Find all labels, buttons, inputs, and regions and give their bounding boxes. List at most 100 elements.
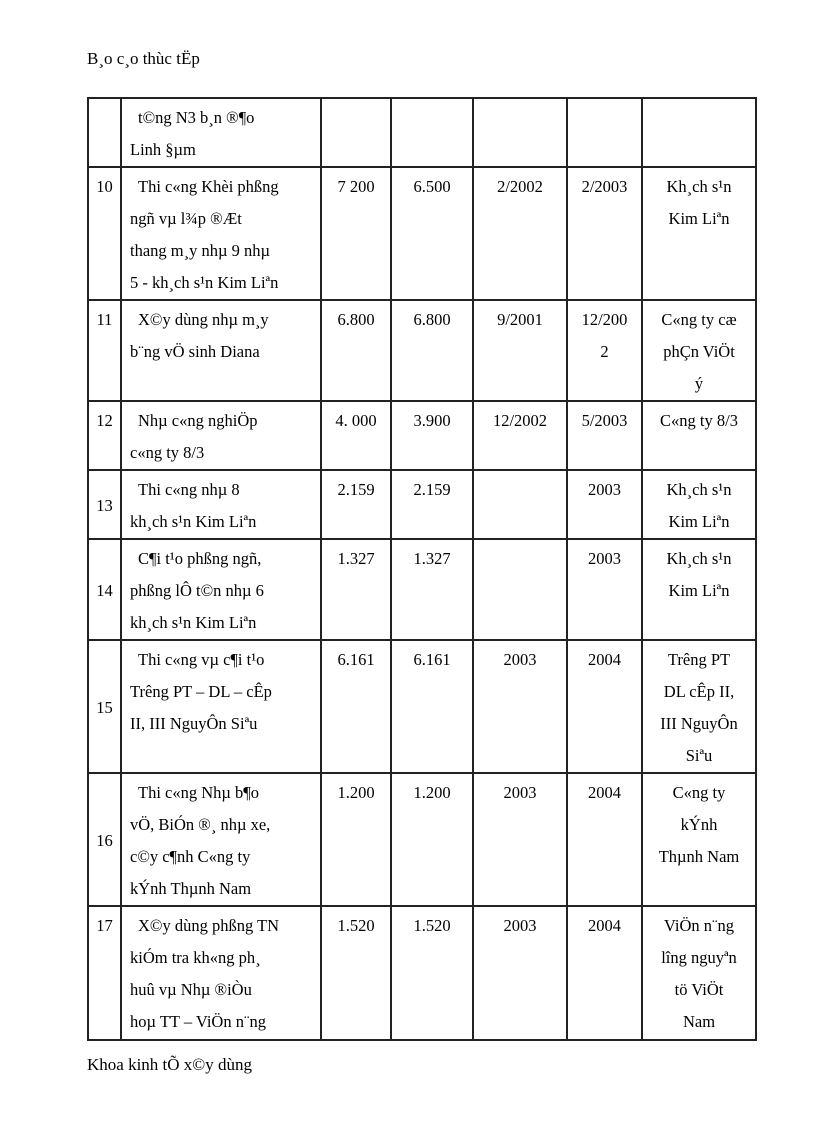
cell-owner-line: DL cÊp II, (663, 682, 735, 701)
cell-owner-line: Thµnh Nam (658, 847, 740, 866)
cell-description-line: c«ng ty 8/3 (130, 443, 205, 462)
cell-value-2-line: 1.327 (413, 549, 451, 568)
cell-owner: ViÖn n¨ng l­îng nguyªn tö ViÖt Nam (641, 905, 757, 1041)
cell-owner-line: Nam (682, 1012, 716, 1031)
cell-start-line: 2003 (503, 916, 537, 935)
cell-owner: Kh¸ch s¹n Kim Liªn (641, 469, 757, 540)
cell-owner-line: Kh¸ch s¹n (666, 177, 732, 196)
cell-value-1-line: 2.159 (337, 480, 375, 499)
cell-owner-line: kÝnh (680, 815, 718, 834)
cell-start-line: 12/2002 (492, 411, 548, 430)
cell-description-line: huû vµ Nhµ ®iÒu (130, 980, 252, 999)
cell-end-line: 2004 (588, 650, 621, 669)
cell-start: 12/2002 (472, 400, 568, 471)
table-row: 12 Nhµ c«ng nghiÖp c«ng ty 8/3 4. 000 3.900 1… (87, 400, 757, 471)
cell-description: X©y dùng phßng TN kiÓm tra kh«ng ph¸ huû v… (120, 905, 322, 1041)
cell-start: 2/2002 (472, 166, 568, 301)
cell-value-1-line: 1.520 (337, 916, 375, 935)
cell-description-line: thang m¸y nhµ 9 nhµ (130, 241, 271, 260)
cell-description-line: kh¸ch s¹n Kim Liªn (130, 512, 257, 531)
cell-start (472, 97, 568, 168)
cell-owner (641, 97, 757, 168)
cell-description-line: vÖ, BiÓn ®¸ nhµ xe, (130, 815, 271, 834)
cell-no: 11 (87, 299, 122, 402)
cell-owner-line: Kim Liªn (668, 512, 730, 531)
cell-no-line: 16 (96, 831, 113, 850)
table-row: 16 Thi c«ng Nhµ b¶o vÖ, BiÓn ®¸ nhµ xe, c©y… (87, 772, 757, 907)
cell-owner-line: tö ViÖt (674, 980, 724, 999)
cell-value-2-line: 1.520 (413, 916, 451, 935)
page-header: B¸o c¸o thùc tËp (87, 49, 200, 68)
cell-owner-line: C«ng ty (672, 783, 726, 802)
cell-value-2: 1.200 (390, 772, 474, 907)
project-table: t©ng N3 b¸n ®¶o Linh §µm 10 Thi c«ng Khèi p… (87, 97, 757, 1041)
table-row: 14 C¶i t¹o phßng ngñ, phßng lÔ t©n nhµ 6 kh… (87, 538, 757, 641)
cell-no (87, 97, 122, 168)
cell-owner-line: Siªu (685, 746, 713, 765)
cell-no: 14 (87, 538, 122, 641)
table-row: t©ng N3 b¸n ®¶o Linh §µm (87, 97, 757, 168)
cell-value-1 (320, 97, 392, 168)
cell-owner: Kh¸ch s¹n Kim Liªn (641, 538, 757, 641)
cell-end-line: 2/2003 (581, 177, 628, 196)
cell-end-line: 2004 (588, 783, 621, 802)
cell-owner: Tr­êng PT DL cÊp II, III NguyÔn Siªu (641, 639, 757, 774)
cell-description-line: kh¸ch s¹n Kim Liªn (130, 613, 257, 632)
cell-description: Nhµ c«ng nghiÖp c«ng ty 8/3 (120, 400, 322, 471)
cell-value-1: 6.161 (320, 639, 392, 774)
cell-description: C¶i t¹o phßng ngñ, phßng lÔ t©n nhµ 6 kh¸c… (120, 538, 322, 641)
cell-owner-line: Tr­êng PT (667, 650, 731, 669)
cell-end: 5/2003 (566, 400, 643, 471)
table-row: 15 Thi c«ng vµ c¶i t¹o Tr­êng PT – DL – cÊ… (87, 639, 757, 774)
cell-start-line: 2/2002 (497, 177, 543, 196)
cell-description-line: Linh §µm (130, 140, 196, 159)
cell-start: 9/2001 (472, 299, 568, 402)
cell-description-line: Thi c«ng Khèi phßng (138, 177, 279, 196)
cell-owner-line: ý (694, 374, 704, 393)
cell-no-line: 12 (96, 411, 113, 430)
cell-owner: C«ng ty 8/3 (641, 400, 757, 471)
cell-owner-line: Kim Liªn (668, 581, 730, 600)
cell-description-line: II, III NguyÔn Siªu (130, 714, 258, 733)
cell-no-line: 17 (96, 916, 113, 935)
cell-value-1-line: 6.161 (337, 650, 375, 669)
cell-description-line: t©ng N3 b¸n ®¶o (138, 108, 255, 127)
cell-start-line: 2003 (503, 650, 537, 669)
cell-no-line: 10 (96, 177, 113, 196)
cell-start-line: 2003 (503, 783, 537, 802)
cell-owner-line: phÇn ViÖt (663, 342, 735, 361)
cell-end-line: 2003 (588, 480, 621, 499)
cell-description-line: Nhµ c«ng nghiÖp (138, 411, 258, 430)
cell-end: 2004 (566, 772, 643, 907)
cell-end-line: 12/200 (581, 310, 628, 329)
cell-value-2-line: 6.161 (413, 650, 451, 669)
cell-value-1: 1.520 (320, 905, 392, 1041)
cell-description: Thi c«ng vµ c¶i t¹o Tr­êng PT – DL – cÊp I… (120, 639, 322, 774)
cell-owner: C«ng ty kÝnh Thµnh Nam (641, 772, 757, 907)
cell-description-line: 5 - kh¸ch s¹n Kim Liªn (130, 273, 279, 292)
cell-end: 2004 (566, 639, 643, 774)
cell-end: 12/200 2 (566, 299, 643, 402)
cell-end (566, 97, 643, 168)
cell-value-1-line: 1.200 (337, 783, 375, 802)
cell-description: Thi c«ng nhµ 8 kh¸ch s¹n Kim Liªn (120, 469, 322, 540)
cell-description-line: X©y dùng nhµ m¸y (138, 310, 269, 329)
cell-no-line: 15 (96, 698, 113, 717)
cell-value-1: 2.159 (320, 469, 392, 540)
table-row: 17 X©y dùng phßng TN kiÓm tra kh«ng ph¸ huû… (87, 905, 757, 1041)
cell-no: 12 (87, 400, 122, 471)
table-row: 11 X©y dùng nhµ m¸y b¨ng vÖ sinh Diana 6.80… (87, 299, 757, 402)
cell-value-1-line: 1.327 (337, 549, 375, 568)
cell-description-line: c©y c¶nh C«ng ty (130, 847, 251, 866)
cell-no: 13 (87, 469, 122, 540)
cell-value-1: 1.200 (320, 772, 392, 907)
cell-no-line: 14 (96, 581, 113, 600)
cell-no: 17 (87, 905, 122, 1041)
cell-start-line: 9/2001 (497, 310, 543, 329)
cell-start: 2003 (472, 772, 568, 907)
cell-owner-line: Kh¸ch s¹n (666, 480, 732, 499)
cell-description-line: phßng lÔ t©n nhµ 6 (130, 581, 264, 600)
cell-value-2-line: 6.800 (413, 310, 451, 329)
cell-value-1: 1.327 (320, 538, 392, 641)
cell-end-line: 5/2003 (581, 411, 628, 430)
